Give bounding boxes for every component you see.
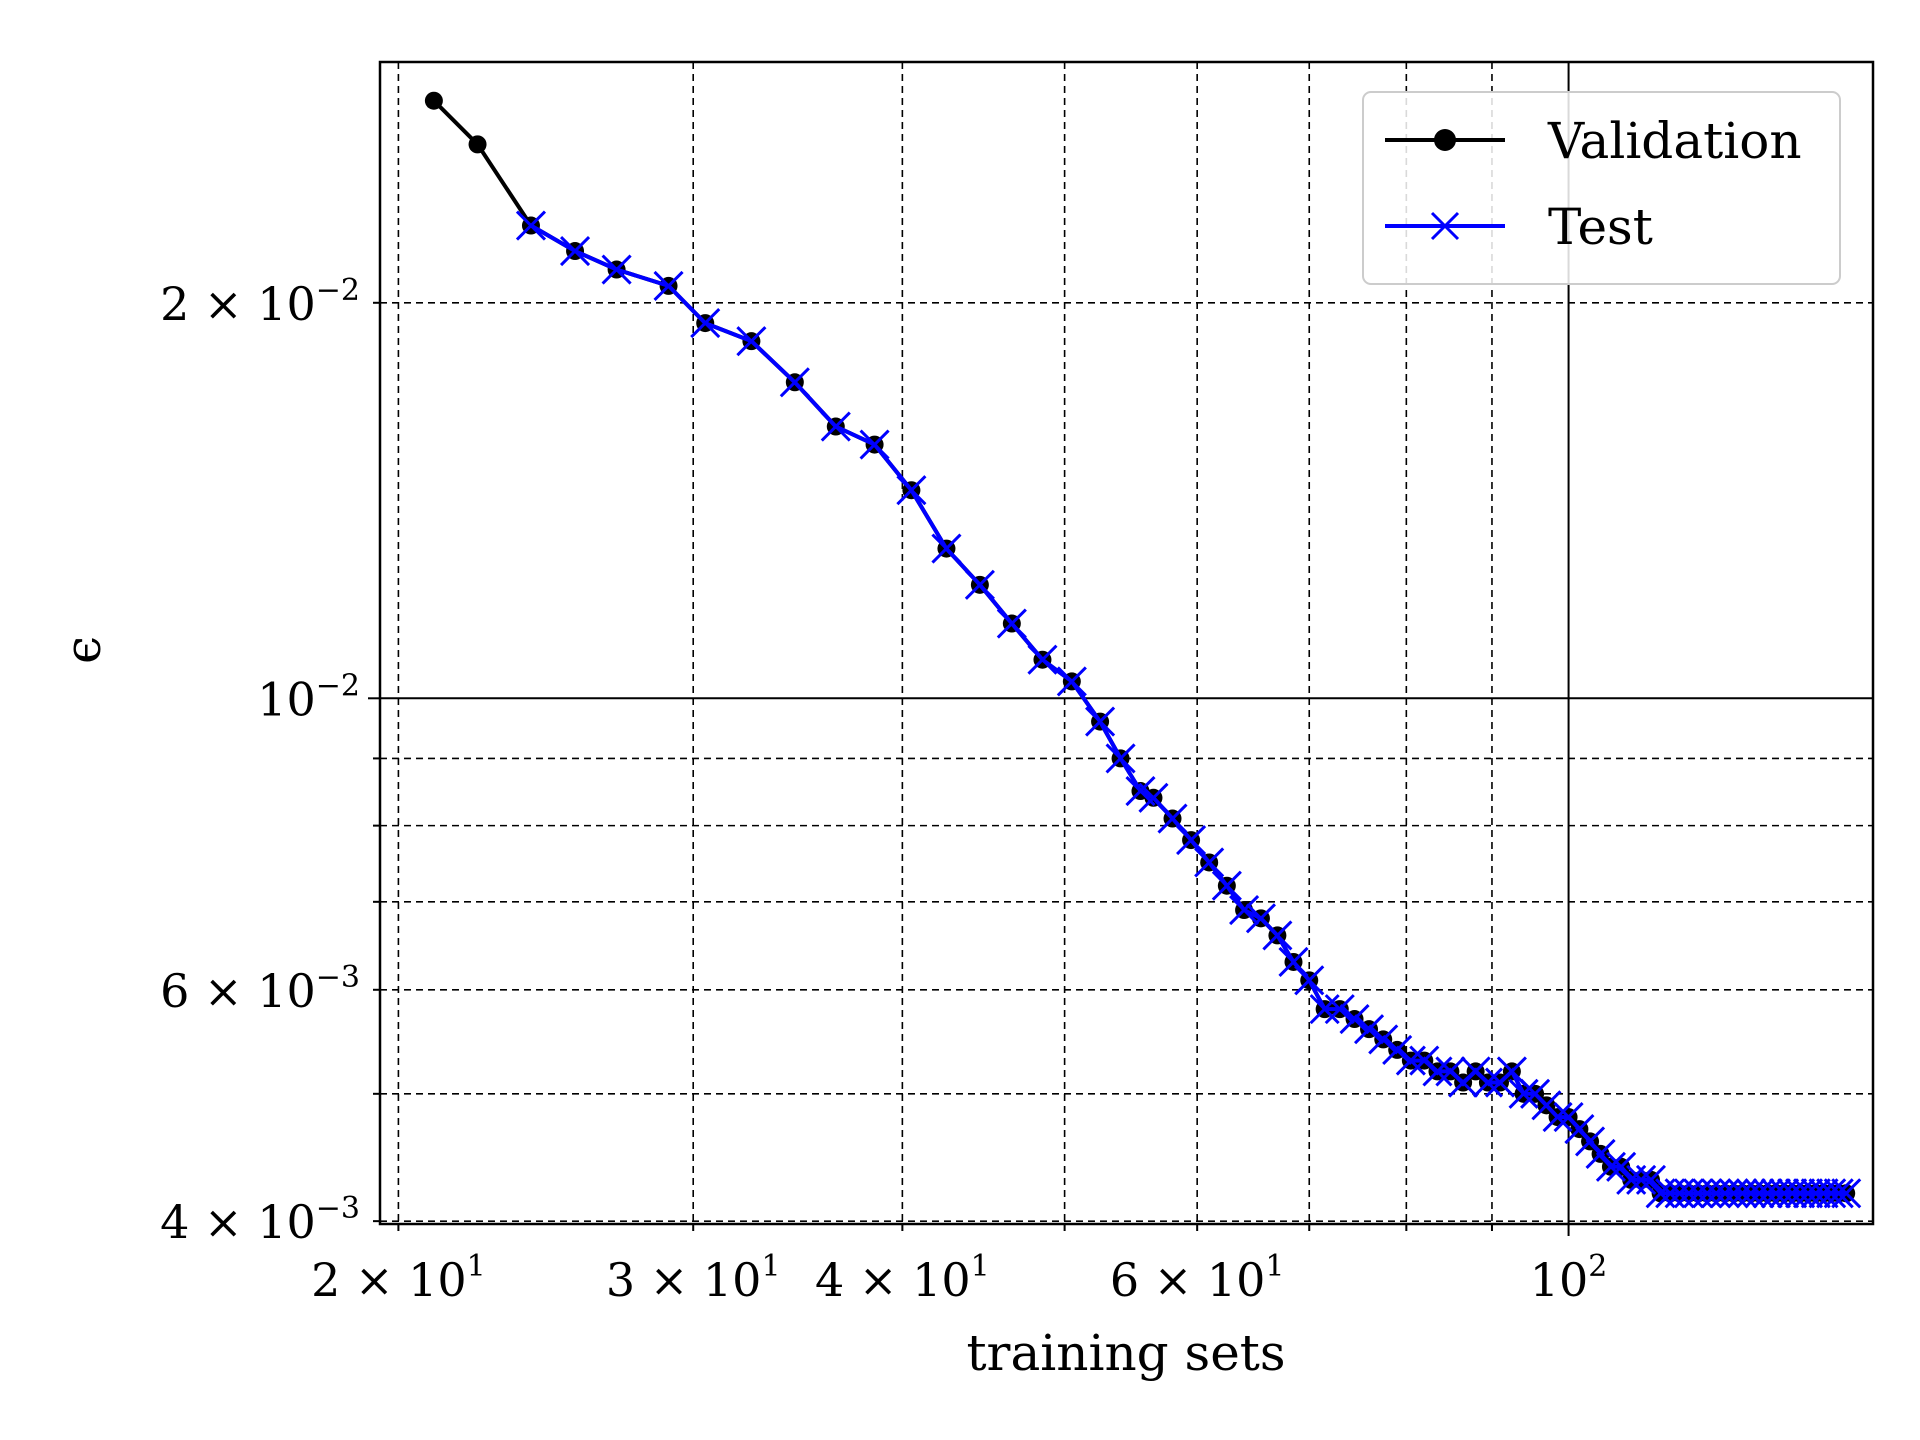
point-test-78 (1831, 1178, 1862, 1209)
point-test-25 (1262, 920, 1293, 951)
y-axis-label: ϵ (54, 636, 112, 664)
point-test-13 (1027, 644, 1058, 675)
point-test-12 (996, 608, 1027, 639)
point-test-74 (1800, 1178, 1831, 1209)
point-test-40 (1472, 1067, 1503, 1098)
point-test-69 (1760, 1178, 1791, 1209)
point-test-72 (1785, 1178, 1816, 1209)
y-tick-label-0-01: 10−2 (257, 668, 360, 726)
point-test-68 (1752, 1178, 1783, 1209)
point-test-28 (1309, 994, 1340, 1025)
x-tick-label-60: 6 × 101 (1110, 1249, 1285, 1307)
point-test-30 (1339, 1003, 1370, 1035)
point-test-11 (964, 569, 995, 600)
point-test-73 (1792, 1178, 1824, 1209)
series-layer (424, 91, 1862, 1209)
x-tick-label-20: 2 × 101 (311, 1249, 486, 1307)
point-test-20 (1176, 825, 1207, 856)
axis-ticks (368, 301, 1570, 1236)
point-test-71 (1777, 1178, 1808, 1209)
x-tick-label-40: 4 × 101 (815, 1249, 990, 1307)
point-test-2 (601, 254, 632, 285)
point-test-29 (1324, 994, 1355, 1025)
legend-validation-marker (1434, 129, 1456, 151)
point-test-15 (1085, 706, 1116, 737)
point-validation-0 (424, 91, 443, 110)
point-test-1 (559, 235, 591, 267)
legend-label-validation: Validation (1547, 112, 1802, 170)
point-test-34 (1395, 1045, 1426, 1076)
point-test-23 (1229, 894, 1260, 926)
point-test-52 (1606, 1151, 1637, 1182)
point-test-27 (1294, 965, 1325, 996)
point-test-55 (1635, 1164, 1667, 1195)
point-test-46 (1542, 1102, 1573, 1133)
point-test-31 (1353, 1014, 1385, 1045)
point-test-0 (515, 210, 547, 241)
y-tick-label-0-02: 2 × 10−2 (160, 273, 360, 331)
point-test-8 (859, 429, 890, 460)
point-test-43 (1508, 1078, 1539, 1109)
point-test-51 (1595, 1151, 1627, 1182)
point-test-36 (1422, 1056, 1453, 1087)
point-test-3 (653, 270, 684, 301)
point-test-76 (1816, 1178, 1847, 1209)
point-test-21 (1194, 847, 1225, 878)
point-test-77 (1823, 1178, 1854, 1209)
point-test-5 (736, 326, 767, 357)
axis-tick-labels: 2 × 101 3 × 101 4 × 101 6 × 101 102 4 × 10−3 6… (160, 273, 1607, 1307)
x-tick-label-100: 102 (1530, 1249, 1608, 1307)
legend-test-marker (1430, 211, 1460, 241)
point-test-70 (1769, 1178, 1800, 1209)
legend: Validation Test (1362, 91, 1841, 285)
point-validation-1 (468, 135, 487, 154)
point-test-35 (1409, 1045, 1440, 1076)
point-test-33 (1382, 1034, 1413, 1065)
plot-frame (378, 60, 1875, 1226)
x-axis-label: training sets (966, 1324, 1285, 1382)
point-test-22 (1211, 870, 1242, 901)
y-tick-label-0-006: 6 × 10−3 (160, 960, 360, 1018)
point-test-9 (896, 475, 927, 506)
point-test-14 (1056, 666, 1087, 697)
point-test-19 (1157, 803, 1188, 834)
y-tick-label-0-004: 4 × 10−3 (160, 1191, 360, 1249)
point-test-4 (690, 308, 721, 339)
point-test-26 (1278, 946, 1309, 978)
x-tick-label-30: 3 × 101 (606, 1249, 781, 1307)
series-test (515, 210, 1862, 1209)
point-test-7 (820, 411, 851, 442)
point-test-75 (1808, 1178, 1839, 1209)
point-test-32 (1368, 1024, 1399, 1055)
point-test-6 (779, 367, 810, 398)
point-test-10 (931, 533, 962, 564)
point-test-50 (1585, 1138, 1616, 1169)
point-test-54 (1626, 1164, 1657, 1195)
legend-label-test: Test (1548, 198, 1653, 256)
point-test-16 (1105, 743, 1136, 774)
